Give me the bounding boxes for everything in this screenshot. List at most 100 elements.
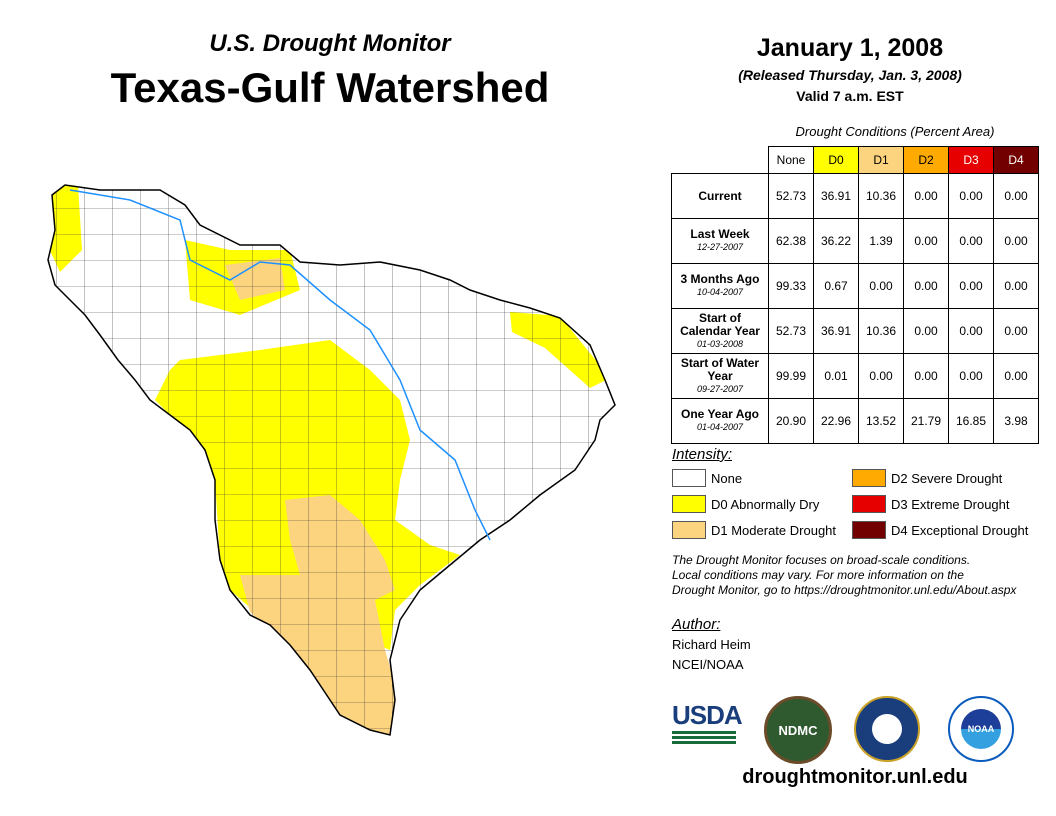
table-cell: 0.00 bbox=[948, 308, 994, 354]
legend-item: D0 Abnormally Dry bbox=[672, 495, 852, 513]
table-cell: 22.96 bbox=[813, 398, 859, 444]
row-date: 09-27-2007 bbox=[696, 383, 744, 394]
legend-label: D1 Moderate Drought bbox=[711, 522, 837, 538]
drought-conditions-table: None D0 D1 D2 D3 D4 Current 52.73 36.91 10.36 0.0… bbox=[671, 146, 1039, 444]
map-date: January 1, 2008 bbox=[756, 34, 944, 62]
table-cell: 52.73 bbox=[768, 173, 814, 219]
author-block: Author: Richard Heim NCEI/NOAA bbox=[672, 615, 751, 675]
table-row: Last Week 12-27-2007 62.38 36.22 1.39 0.00 0.0… bbox=[671, 218, 1039, 264]
map-subtitle: U.S. Drought Monitor bbox=[209, 30, 451, 57]
row-label-text: Current bbox=[698, 188, 742, 203]
column-header-d4: D4 bbox=[993, 146, 1039, 174]
legend-swatch bbox=[672, 469, 706, 487]
row-label: Current bbox=[671, 173, 769, 219]
table-cell: 16.85 bbox=[948, 398, 994, 444]
footer-url[interactable]: droughtmonitor.unl.edu bbox=[742, 766, 968, 788]
legend-heading: Intensity: bbox=[672, 446, 733, 463]
table-cell: 0.00 bbox=[858, 263, 904, 309]
table-cell: 99.33 bbox=[768, 263, 814, 309]
table-cell: 0.00 bbox=[993, 173, 1039, 219]
table-cell: 0.00 bbox=[903, 173, 949, 219]
table-cell: 0.00 bbox=[858, 353, 904, 399]
row-label: 3 Months Ago 10-04-2007 bbox=[671, 263, 769, 309]
table-cell: 36.22 bbox=[813, 218, 859, 264]
table-cell: 10.36 bbox=[858, 173, 904, 219]
legend-item: D4 Exceptional Drought bbox=[852, 521, 1042, 539]
table-cell: 21.79 bbox=[903, 398, 949, 444]
valid-time: Valid 7 a.m. EST bbox=[796, 88, 904, 104]
table-cell: 0.00 bbox=[903, 308, 949, 354]
legend-item: D3 Extreme Drought bbox=[852, 495, 1042, 513]
author-org: NCEI/NOAA bbox=[672, 657, 744, 672]
legend-swatch bbox=[672, 495, 706, 513]
legend-swatch bbox=[852, 495, 886, 513]
table-cell: 99.99 bbox=[768, 353, 814, 399]
table-cell: 0.00 bbox=[948, 173, 994, 219]
row-label-text: Last Week bbox=[690, 227, 750, 241]
table-cell: 0.00 bbox=[993, 263, 1039, 309]
row-label: Last Week 12-27-2007 bbox=[671, 218, 769, 264]
table-cell: 0.00 bbox=[993, 353, 1039, 399]
table-row: Start of Calendar Year 01-03-2008 52.73 36.… bbox=[671, 308, 1039, 354]
column-header-d2: D2 bbox=[903, 146, 949, 174]
row-label: One Year Ago 01-04-2007 bbox=[671, 398, 769, 444]
row-label: Start of Calendar Year 01-03-2008 bbox=[671, 308, 769, 354]
disclaimer-note: The Drought Monitor focuses on broad-sca… bbox=[672, 553, 1042, 598]
row-label-text: One Year Ago bbox=[680, 407, 760, 421]
table-cell: 3.98 bbox=[993, 398, 1039, 444]
legend-swatch bbox=[852, 469, 886, 487]
table-cell: 36.91 bbox=[813, 173, 859, 219]
legend-item: None bbox=[672, 469, 852, 487]
table-cell: 0.00 bbox=[993, 308, 1039, 354]
commerce-seal-icon bbox=[854, 696, 920, 762]
table-caption: Drought Conditions (Percent Area) bbox=[795, 124, 995, 139]
note-line: Drought Monitor, go to https://droughtmo… bbox=[672, 583, 1017, 597]
legend-swatch bbox=[672, 521, 706, 539]
table-row: One Year Ago 01-04-2007 20.90 22.96 13.52 21.… bbox=[671, 398, 1039, 444]
table-cell: 0.00 bbox=[903, 218, 949, 264]
table-cell: 0.00 bbox=[948, 353, 994, 399]
row-date: 12-27-2007 bbox=[696, 242, 744, 252]
author-name: Richard Heim bbox=[672, 637, 751, 652]
table-cell: 0.00 bbox=[903, 353, 949, 399]
table-cell: 1.39 bbox=[858, 218, 904, 264]
table-cell: 0.00 bbox=[993, 218, 1039, 264]
row-label: Start of Water Year 09-27-2007 bbox=[671, 353, 769, 399]
legend-label: D0 Abnormally Dry bbox=[711, 496, 820, 512]
table-cell: 62.38 bbox=[768, 218, 814, 264]
legend-label: D2 Severe Drought bbox=[891, 470, 1003, 486]
legend-item: D2 Severe Drought bbox=[852, 469, 1042, 487]
table-cell: 0.67 bbox=[813, 263, 859, 309]
table-cell: 0.00 bbox=[903, 263, 949, 309]
table-row: 3 Months Ago 10-04-2007 99.33 0.67 0.00 0.00 0… bbox=[671, 263, 1039, 309]
row-label-text: Start of Calendar Year bbox=[680, 310, 760, 338]
table-cell: 20.90 bbox=[768, 398, 814, 444]
table-cell: 13.52 bbox=[858, 398, 904, 444]
column-header-d1: D1 bbox=[858, 146, 904, 174]
table-cell: 0.01 bbox=[813, 353, 859, 399]
row-date: 10-04-2007 bbox=[696, 287, 744, 297]
row-date: 01-04-2007 bbox=[696, 422, 744, 432]
row-label-text: Start of Water Year bbox=[680, 355, 760, 383]
author-heading: Author: bbox=[672, 616, 721, 633]
ndmc-logo: NDMC bbox=[764, 696, 832, 764]
row-date: 01-03-2008 bbox=[696, 338, 744, 349]
watershed-map bbox=[47, 184, 616, 736]
column-header-none: None bbox=[768, 146, 814, 174]
intensity-legend: Intensity: None D2 Severe Drought D0 Abnor… bbox=[672, 446, 1042, 539]
note-line: Local conditions may vary. For more info… bbox=[672, 568, 964, 582]
table-cell: 36.91 bbox=[813, 308, 859, 354]
table-cell: 0.00 bbox=[948, 218, 994, 264]
column-header-d0: D0 bbox=[813, 146, 859, 174]
legend-swatch bbox=[852, 521, 886, 539]
usda-logo: USDA bbox=[672, 700, 743, 745]
table-row: Current 52.73 36.91 10.36 0.00 0.00 0.00 bbox=[671, 173, 1039, 219]
table-cell: 52.73 bbox=[768, 308, 814, 354]
table-cell: 0.00 bbox=[948, 263, 994, 309]
legend-label: D4 Exceptional Drought bbox=[891, 522, 1029, 538]
legend-label: None bbox=[711, 470, 743, 486]
table-cell: 10.36 bbox=[858, 308, 904, 354]
table-row: Start of Water Year 09-27-2007 99.99 0.01 0.… bbox=[671, 353, 1039, 399]
river bbox=[69, 189, 491, 541]
